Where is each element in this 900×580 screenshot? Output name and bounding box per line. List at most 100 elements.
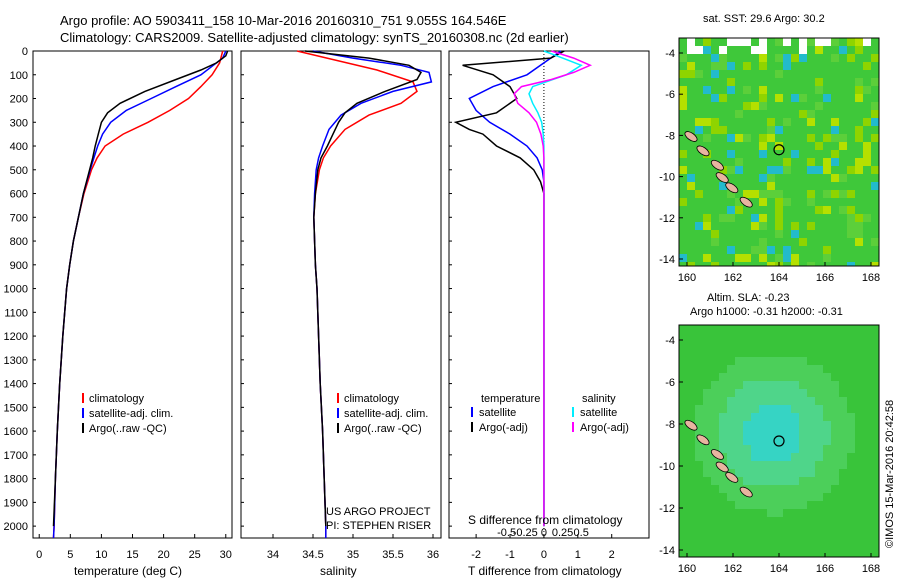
map-cell bbox=[751, 421, 759, 429]
island-shape bbox=[684, 131, 698, 142]
map-y-tick-label: -10 bbox=[659, 461, 675, 473]
map-cell bbox=[759, 485, 767, 493]
map-cell bbox=[871, 421, 879, 429]
map-cell bbox=[703, 421, 711, 429]
map-cell bbox=[735, 246, 743, 254]
map-cell bbox=[679, 262, 687, 266]
map-cell bbox=[759, 333, 767, 341]
legend-label: climatology bbox=[89, 393, 145, 405]
map-cell bbox=[695, 477, 703, 485]
map-cell bbox=[703, 413, 711, 421]
map-cell bbox=[759, 357, 767, 365]
map-cell bbox=[751, 445, 759, 453]
map-cell bbox=[855, 405, 863, 413]
map-cell bbox=[863, 190, 871, 198]
map-cell bbox=[863, 549, 871, 557]
map-cell bbox=[855, 381, 863, 389]
map-cell bbox=[767, 222, 775, 230]
map-cell bbox=[823, 102, 831, 110]
map-cell bbox=[775, 102, 783, 110]
x-tick-label: 0 bbox=[36, 549, 42, 561]
map-cell bbox=[759, 70, 767, 78]
map-cell bbox=[791, 341, 799, 349]
island-shape bbox=[739, 196, 753, 208]
map-cell bbox=[759, 198, 767, 206]
depth-tick-label: 800 bbox=[10, 236, 28, 248]
map-cell bbox=[727, 62, 735, 70]
map-cell bbox=[775, 485, 783, 493]
map-cell bbox=[719, 357, 727, 365]
map-cell bbox=[855, 70, 863, 78]
map-cell bbox=[847, 262, 855, 266]
map-cell bbox=[847, 461, 855, 469]
map-cell bbox=[863, 381, 871, 389]
map-cell bbox=[719, 62, 727, 70]
map-cell bbox=[823, 134, 831, 142]
map-cell bbox=[871, 46, 879, 54]
map-cell bbox=[791, 397, 799, 405]
map-cell bbox=[775, 174, 783, 182]
map-cell bbox=[871, 477, 879, 485]
map-cell bbox=[839, 102, 847, 110]
map-cell bbox=[695, 365, 703, 373]
map-cell bbox=[703, 541, 711, 549]
map-cell bbox=[711, 461, 719, 469]
map-cell bbox=[815, 349, 823, 357]
map-cell bbox=[799, 118, 807, 126]
map-cell bbox=[847, 254, 855, 262]
map-cell bbox=[799, 477, 807, 485]
map-cell bbox=[687, 94, 695, 102]
map-cell bbox=[759, 246, 767, 254]
map-cell bbox=[759, 509, 767, 517]
map-cell bbox=[823, 501, 831, 509]
map-cell bbox=[863, 349, 871, 357]
map-cell bbox=[855, 46, 863, 54]
map-cell bbox=[687, 525, 695, 533]
map-cell bbox=[791, 214, 799, 222]
map-cell bbox=[831, 206, 839, 214]
map-cell bbox=[847, 333, 855, 341]
map-cell bbox=[791, 46, 799, 54]
map-cell bbox=[863, 341, 871, 349]
map-cell bbox=[679, 158, 687, 166]
project-annotation: US ARGO PROJECT bbox=[326, 506, 431, 518]
map-cell bbox=[775, 421, 783, 429]
map-cell bbox=[751, 341, 759, 349]
map-cell bbox=[743, 86, 751, 94]
map-cell bbox=[735, 102, 743, 110]
depth-tick-label: 200 bbox=[10, 94, 28, 106]
map-cell bbox=[783, 102, 791, 110]
map-cell bbox=[799, 54, 807, 62]
map-cell bbox=[759, 389, 767, 397]
map-cell bbox=[799, 102, 807, 110]
map-cell bbox=[871, 381, 879, 389]
map-cell bbox=[775, 118, 783, 126]
map-cell bbox=[735, 126, 743, 134]
map-cell bbox=[759, 94, 767, 102]
map-cell bbox=[783, 445, 791, 453]
map-cell bbox=[727, 533, 735, 541]
map-cell bbox=[687, 38, 695, 46]
map-cell bbox=[791, 429, 799, 437]
map-cell bbox=[775, 437, 783, 445]
map-cell bbox=[791, 541, 799, 549]
map-cell bbox=[759, 254, 767, 262]
sla-map-title-line-2: Argo h1000: -0.31 h2000: -0.31 bbox=[690, 306, 843, 318]
map-cell bbox=[823, 517, 831, 525]
map-cell bbox=[719, 349, 727, 357]
map-cell bbox=[871, 62, 879, 70]
map-cell bbox=[695, 158, 703, 166]
map-cell bbox=[775, 62, 783, 70]
map-cell bbox=[823, 509, 831, 517]
map-cell bbox=[775, 150, 783, 158]
map-cell bbox=[743, 206, 751, 214]
map-cell bbox=[743, 389, 751, 397]
map-cell bbox=[783, 485, 791, 493]
map-cell bbox=[775, 541, 783, 549]
x-tick-label: 25 bbox=[189, 549, 201, 561]
map-cell bbox=[735, 78, 743, 86]
map-cell bbox=[743, 142, 751, 150]
map-cell bbox=[847, 421, 855, 429]
map-cell bbox=[751, 541, 759, 549]
map-cell bbox=[751, 389, 759, 397]
